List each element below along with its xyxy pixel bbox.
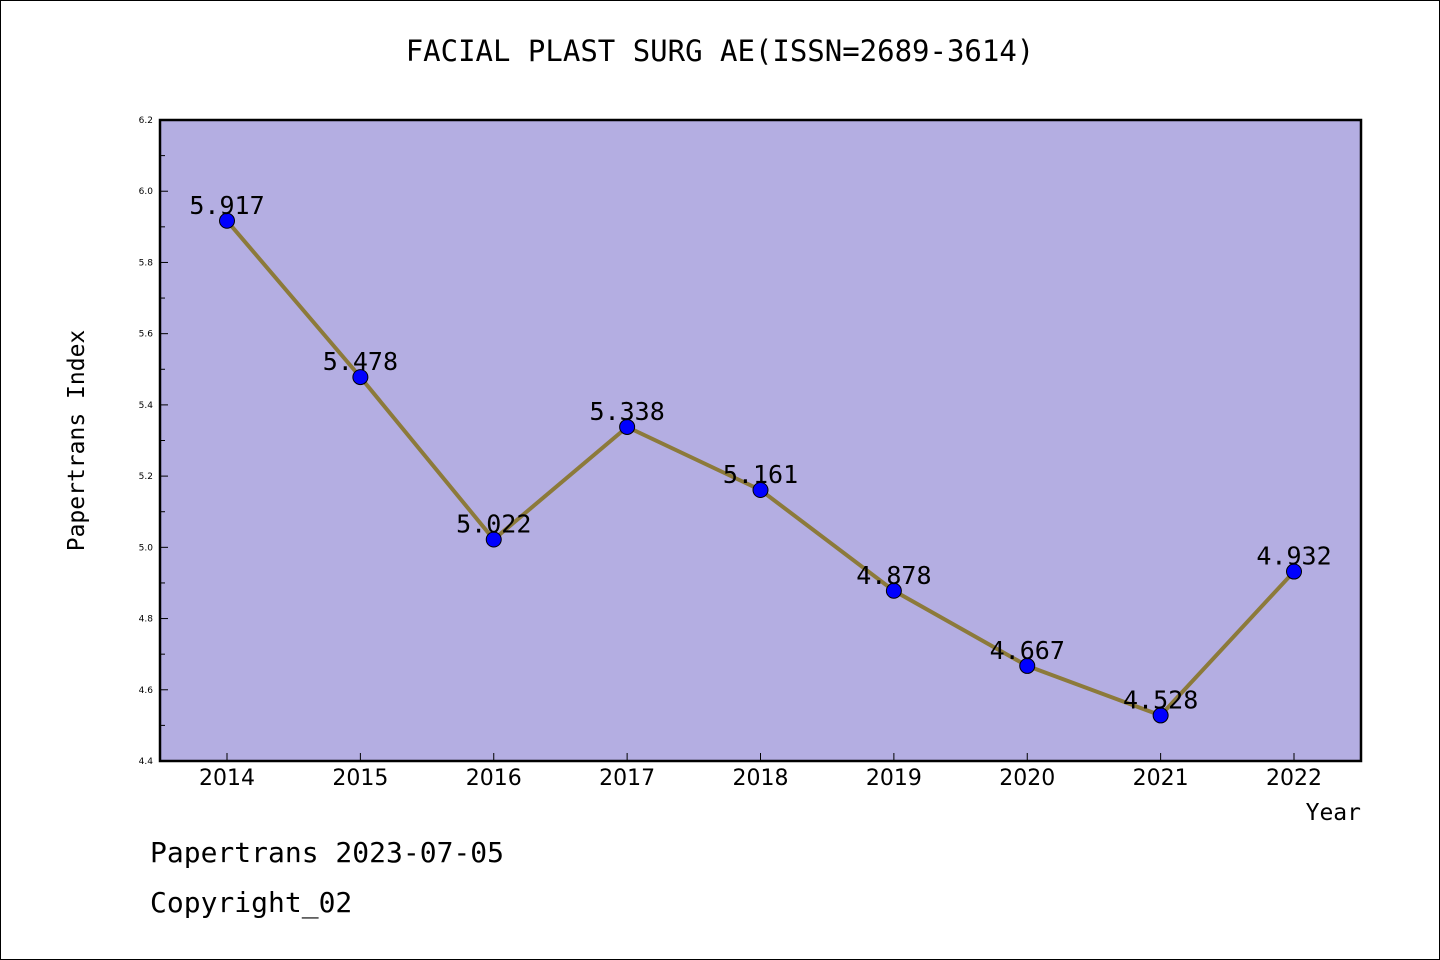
y-tick-label: 5.0: [139, 543, 154, 553]
x-tick-label: 2022: [1266, 766, 1322, 791]
data-label: 4.667: [990, 636, 1065, 665]
y-axis-label: Papertrans Index: [64, 330, 90, 552]
y-tick-label: 4.8: [139, 615, 154, 625]
data-point: [219, 212, 235, 229]
data-label: 4.932: [1256, 542, 1331, 571]
y-tick-label: 6.2: [139, 116, 153, 126]
data-point: [619, 418, 636, 435]
footer-date: Papertrans 2023-07-05: [150, 836, 505, 869]
data-label: 4.528: [1123, 685, 1198, 714]
series-markers: [219, 212, 1302, 724]
x-tick-label: 2015: [332, 766, 388, 791]
data-labels: 5.917 5.478 5.022 5.338 5.161 4.878 4.667 4.528…: [189, 191, 1331, 715]
y-tick-label: 5.6: [139, 330, 154, 340]
data-label: 5.338: [589, 397, 664, 426]
data-label: 5.917: [189, 191, 264, 220]
data-label: 5.478: [323, 347, 398, 376]
x-tick-label: 2020: [999, 766, 1055, 791]
x-tick-label: 2017: [599, 766, 655, 791]
data-point: [752, 481, 769, 498]
x-axis-label: Year: [1306, 800, 1361, 826]
y-tick-label: 5.4: [139, 401, 154, 411]
x-tick-label: 2016: [466, 766, 522, 791]
x-tick-label: 2014: [199, 766, 255, 791]
y-tick-label: 5.8: [139, 258, 154, 268]
data-label: 5.161: [723, 460, 798, 489]
data-point: [885, 582, 902, 599]
x-tick-label: 2021: [1133, 766, 1189, 791]
x-tick-label: 2019: [866, 766, 922, 791]
x-tick-label: 2018: [733, 766, 789, 791]
y-tick-label: 6.0: [139, 187, 154, 197]
data-point: [1019, 657, 1036, 674]
y-tick-label: 4.4: [139, 757, 154, 767]
y-axis: 4.4 4.6 4.8 5.0 5.2 5.4 5.6 5.8 6.0 6.2: [139, 116, 168, 767]
data-point: [1286, 563, 1302, 580]
data-point: [352, 369, 369, 386]
y-tick-label: 4.6: [139, 686, 154, 696]
chart-title: FACIAL PLAST SURG AE(ISSN=2689-3614): [405, 34, 1035, 68]
plot-area: [158, 118, 1363, 763]
footer-copyright: Copyright_02: [150, 886, 353, 919]
data-point: [485, 531, 502, 548]
data-label: 4.878: [856, 561, 931, 590]
data-label: 5.022: [456, 509, 531, 538]
data-point: [1152, 707, 1169, 724]
x-axis: 2014 2015 2016 2017 2018 2019 2020 2021 2022: [199, 753, 1322, 791]
y-tick-label: 5.2: [139, 472, 153, 482]
